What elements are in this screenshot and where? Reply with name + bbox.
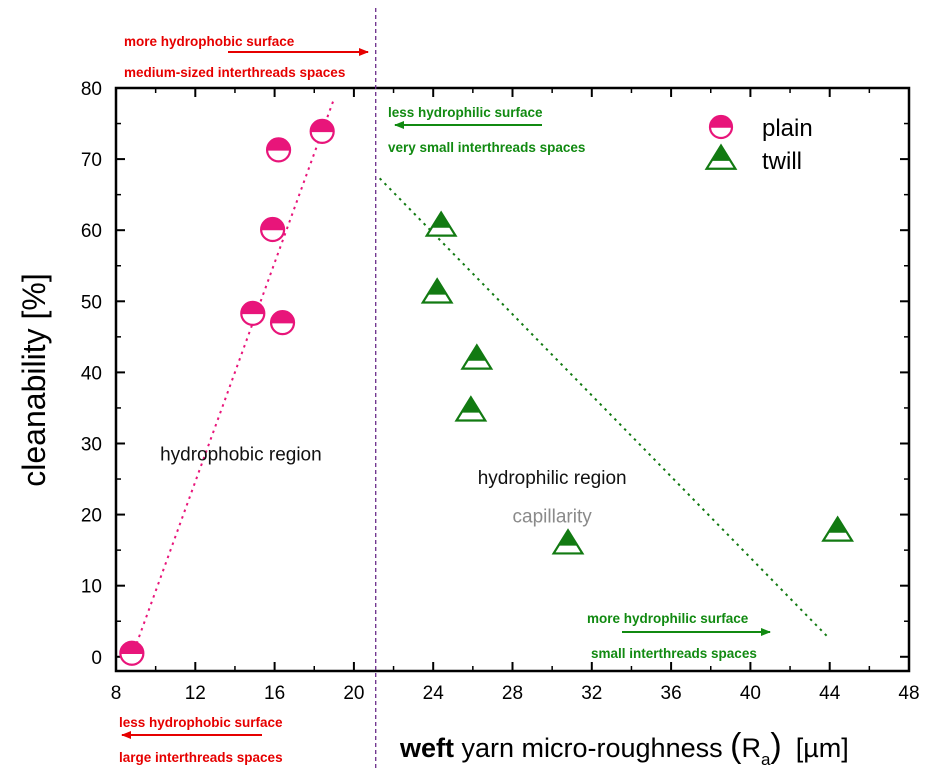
y-tick-label: 80 (81, 79, 102, 100)
data-point-plain (265, 137, 292, 163)
y-tick-label: 70 (81, 150, 102, 171)
y-tick-label: 10 (81, 577, 102, 598)
x-tick-label: 24 (423, 683, 445, 704)
y-tick-label: 20 (81, 506, 102, 527)
annotation-less-hydrophilic: less hydrophilic surface very small inte… (388, 105, 585, 155)
x-axis-label-paren: ( (730, 727, 742, 765)
y-tick-label: 0 (91, 648, 102, 669)
x-axis-label-symbol: R (741, 733, 761, 763)
marker-fill (120, 641, 144, 654)
x-axis-label-bold: weft (399, 733, 454, 763)
x-tick-label: 32 (581, 683, 602, 704)
marker-fill (461, 397, 480, 412)
annotation-line: large interthreads spaces (119, 750, 283, 765)
data-point-plain (119, 640, 145, 666)
data-point-twill (420, 277, 454, 304)
plot-area-frame (114, 86, 911, 673)
legend-triangle-icon (704, 143, 738, 170)
data-point-plain (269, 310, 296, 336)
marker-fill (558, 530, 578, 545)
marker-fill (261, 217, 285, 230)
x-tick-label: 8 (111, 683, 122, 704)
marker-fill (267, 138, 291, 150)
marker-fill (271, 311, 295, 323)
y-axis-label: cleanability [%] (16, 273, 52, 486)
x-tick-label: 40 (740, 683, 761, 704)
marker-fill (710, 116, 732, 127)
data-point-plain (260, 216, 286, 243)
x-tick-label: 12 (185, 683, 206, 704)
data-points (119, 118, 855, 666)
y-tick-label: 40 (81, 363, 102, 384)
annotation-more-hydrophilic: more hydrophilic surface small interthre… (587, 611, 771, 661)
y-tick-label: 50 (81, 292, 102, 313)
data-point-plain (309, 118, 335, 144)
annotation-line: less hydrophobic surface (119, 715, 283, 730)
x-tick-label: 36 (661, 683, 682, 704)
annotation-line: medium-sized interthreads spaces (124, 65, 345, 80)
legend-label-plain: plain (762, 115, 813, 142)
legend-marker-plain (708, 114, 734, 140)
data-point-twill (454, 395, 488, 422)
trend-line-twill (378, 177, 829, 638)
annotation-more-hydrophobic: more hydrophobic surface medium-sized in… (124, 34, 369, 80)
marker-fill (828, 517, 847, 533)
axis-tick-labels: 8 12 16 20 24 28 32 36 40 44 48 0 10 20 30 40 50 60 70 80 (81, 79, 920, 704)
data-point-plain (240, 300, 266, 326)
trend-lines (130, 98, 829, 658)
x-axis-label-subscript: a (761, 750, 771, 769)
legend-label-twill: twill (762, 148, 802, 175)
annotation-less-hydrophobic: less hydrophobic surface large interthre… (119, 715, 283, 765)
marker-fill (310, 119, 334, 132)
region-label-hydrophobic: hydrophobic region (160, 445, 322, 466)
x-axis-label-paren: ) (770, 727, 781, 765)
x-tick-label: 16 (264, 683, 285, 704)
marker-fill (711, 145, 731, 161)
annotation-line: less hydrophilic surface (388, 105, 543, 120)
trend-line-plain (130, 98, 336, 658)
data-point-twill (551, 528, 585, 555)
annotation-line: more hydrophobic surface (124, 34, 295, 49)
annotation-line: very small interthreads spaces (388, 140, 585, 155)
region-label-hydrophilic: hydrophilic region (478, 468, 627, 489)
marker-fill (432, 212, 451, 228)
x-tick-label: 20 (343, 683, 364, 704)
x-tick-label: 28 (502, 683, 523, 704)
legend-circle-icon (708, 114, 734, 140)
legend-marker-twill (704, 143, 738, 170)
x-tick-label: 48 (898, 683, 919, 704)
marker-fill (467, 345, 486, 360)
y-tick-label: 30 (81, 434, 102, 455)
data-point-twill (424, 210, 458, 237)
x-axis-label: weft yarn micro-roughness (Ra) [µm] (399, 727, 849, 769)
axis-ticks (115, 87, 910, 671)
x-axis-label-unit: [µm] (796, 733, 849, 763)
marker-fill (428, 279, 447, 294)
annotation-line: small interthreads spaces (591, 646, 757, 661)
x-tick-label: 44 (819, 683, 841, 704)
marker-fill (241, 301, 265, 314)
data-point-twill (460, 343, 494, 370)
legend: plain twill (704, 114, 813, 175)
region-label-capillarity: capillarity (513, 506, 593, 527)
x-axis-label-text: yarn micro-roughness (454, 733, 730, 763)
data-point-twill (821, 515, 855, 542)
annotation-line: more hydrophilic surface (587, 611, 749, 626)
y-tick-label: 60 (81, 221, 102, 242)
